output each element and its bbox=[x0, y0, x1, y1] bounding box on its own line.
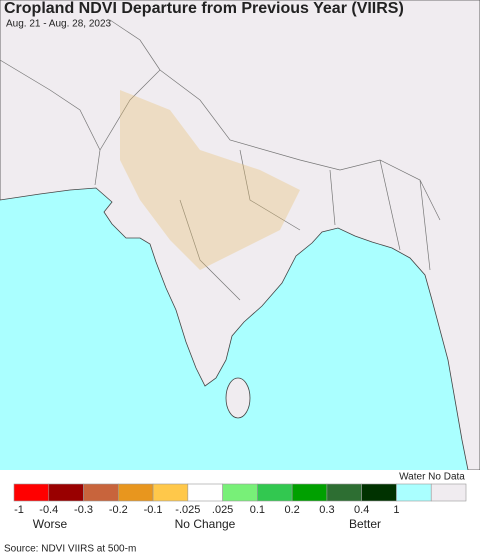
legend-tick-label: 1 bbox=[393, 504, 399, 516]
legend-tick-label: -0.1 bbox=[144, 504, 163, 516]
legend-tick-label: -0.2 bbox=[109, 504, 128, 516]
legend-tick-label: -0.3 bbox=[74, 504, 93, 516]
title: Cropland NDVI Departure from Previous Ye… bbox=[4, 0, 404, 17]
legend-swatch bbox=[396, 483, 432, 502]
source: Source: NDVI VIIRS at 500-m bbox=[4, 544, 136, 555]
legend-tick-label: -.025 bbox=[175, 504, 200, 516]
legend-swatch bbox=[118, 483, 154, 502]
legend-swatch bbox=[13, 483, 50, 502]
legend-tick-label: 0.1 bbox=[250, 504, 265, 516]
legend-tick-label: -0.4 bbox=[39, 504, 58, 516]
legend-tick-label: -1 bbox=[14, 504, 24, 516]
borders bbox=[0, 19, 441, 301]
sri-lanka bbox=[225, 377, 251, 419]
legend-tick-label: 0.3 bbox=[319, 504, 334, 516]
legend-tick-label: 0.4 bbox=[354, 504, 369, 516]
legend-swatch bbox=[187, 483, 223, 502]
legend-swatch bbox=[361, 483, 397, 502]
date: Aug. 21 - Aug. 28, 2023 bbox=[6, 19, 112, 30]
scale-label: Worse bbox=[33, 517, 68, 531]
scale-label: No Change bbox=[175, 517, 236, 531]
legend-swatch bbox=[83, 483, 119, 502]
cropland-change bbox=[120, 90, 300, 270]
legend-swatch bbox=[430, 483, 467, 502]
footer bbox=[0, 540, 480, 557]
land bbox=[0, 0, 480, 471]
legend-swatch bbox=[222, 483, 258, 502]
special-label: Water No Data bbox=[399, 472, 465, 483]
legend-swatch bbox=[48, 483, 84, 502]
legend-swatch bbox=[326, 483, 362, 502]
legend-swatch bbox=[152, 483, 189, 502]
legend-tick-label: 0.2 bbox=[285, 504, 300, 516]
scale-label: Better bbox=[349, 517, 381, 531]
legend-tick-label: .025 bbox=[212, 504, 233, 516]
legend-swatch bbox=[257, 483, 293, 502]
legend-swatch bbox=[291, 483, 328, 502]
